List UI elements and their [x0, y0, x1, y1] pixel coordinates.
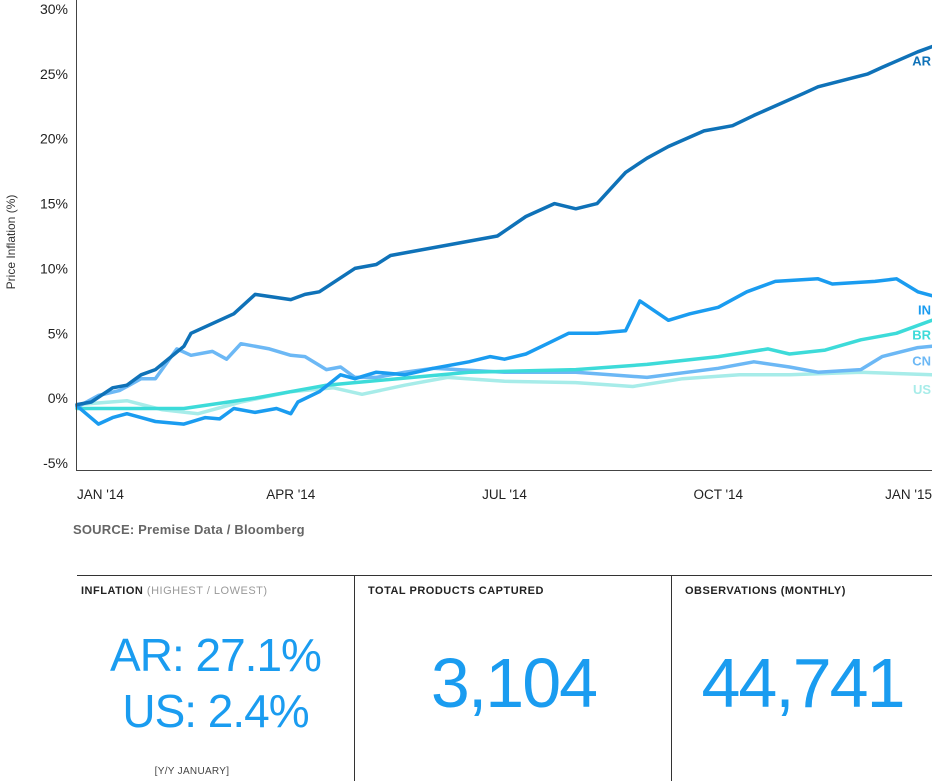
x-tick-label: OCT '14 — [693, 487, 743, 502]
series-line-br — [75, 318, 932, 411]
y-tick-label: -5% — [43, 455, 68, 471]
inflation-highest: AR: 27.1% — [110, 629, 322, 681]
series-label-us: US — [913, 382, 931, 397]
inflation-subtitle: (HIGHEST / LOWEST) — [146, 585, 268, 597]
y-tick-label: 0% — [48, 390, 68, 406]
inflation-title-text: INFLATION — [81, 585, 144, 597]
products-value: 3,104 — [430, 644, 598, 722]
x-tick-label: APR '14 — [266, 487, 316, 502]
stats-panel: INFLATION (HIGHEST / LOWEST) AR: 27.1% U… — [77, 575, 932, 781]
y-tick-label: 10% — [40, 260, 68, 276]
y-tick-label: 30% — [40, 1, 68, 17]
observations-value: 44,741 — [701, 644, 905, 722]
inflation-note: [Y/Y JANUARY] — [154, 766, 230, 777]
x-tick-label: JAN '15 — [885, 487, 932, 502]
y-tick-label: 20% — [40, 131, 68, 147]
series-label-cn: CN — [912, 353, 931, 368]
series-line-in — [75, 277, 932, 426]
observations-panel-title: OBSERVATIONS (MONTHLY) — [685, 585, 846, 597]
series-line-us — [75, 370, 932, 416]
series-label-br: BR — [912, 327, 931, 342]
y-tick-label: 15% — [40, 196, 68, 212]
series-line-ar — [75, 44, 932, 407]
x-tick-label: JAN '14 — [77, 487, 124, 502]
source-note: SOURCE: Premise Data / Bloomberg — [73, 522, 305, 537]
inflation-panel: INFLATION (HIGHEST / LOWEST) AR: 27.1% U… — [77, 576, 354, 781]
inflation-panel-title: INFLATION (HIGHEST / LOWEST) — [81, 585, 268, 597]
y-tick-label: 25% — [40, 66, 68, 82]
price-inflation-chart: -5% 0% 5% 10% 15% 20% 25% 30% JAN '14 APR '14 JUL… — [4, 0, 932, 502]
x-tick-label: JUL '14 — [482, 487, 527, 502]
series-label-in: IN — [918, 303, 931, 318]
products-panel-title: TOTAL PRODUCTS CAPTURED — [368, 585, 544, 597]
inflation-lowest: US: 2.4% — [122, 685, 309, 737]
observations-panel: OBSERVATIONS (MONTHLY) 44,741 — [671, 576, 932, 781]
y-axis-title: Price Inflation (%) — [4, 195, 18, 290]
series-label-ar: AR — [912, 54, 931, 69]
products-panel: TOTAL PRODUCTS CAPTURED 3,104 — [354, 576, 672, 781]
y-tick-label: 5% — [48, 325, 68, 341]
